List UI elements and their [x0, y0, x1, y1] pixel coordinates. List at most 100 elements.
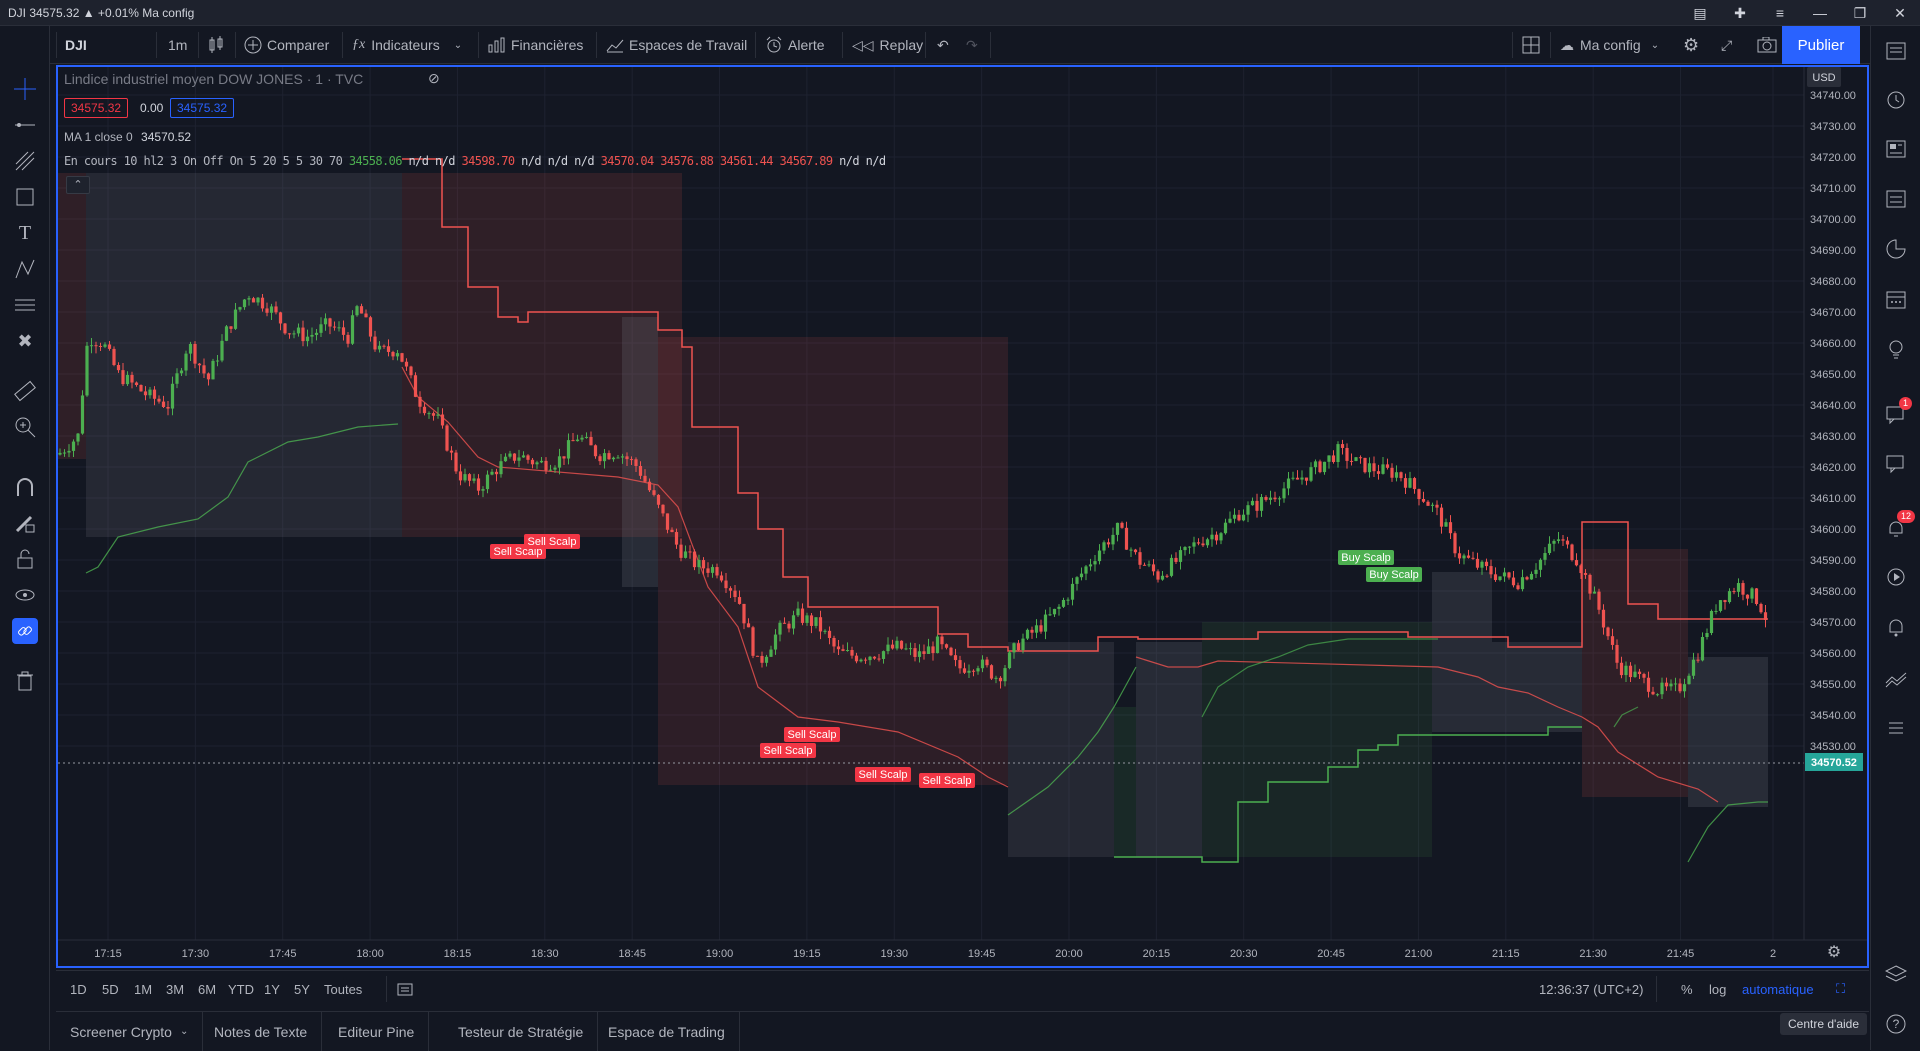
close-icon[interactable]: ✕: [1894, 4, 1906, 21]
rewind-icon: ◁◁: [852, 36, 874, 53]
range-5d[interactable]: 5D: [102, 981, 119, 997]
menu-icon[interactable]: ≡: [1775, 5, 1785, 21]
clipboard-icon[interactable]: ▤: [1693, 4, 1707, 21]
candle-body: [1732, 591, 1736, 593]
collapse-legend-button[interactable]: ⌃: [66, 176, 90, 194]
fullscreen-icon[interactable]: ⛶: [1836, 981, 1846, 996]
trend-line-icon[interactable]: [12, 112, 38, 138]
prediction-icon[interactable]: [12, 292, 38, 318]
text-tool-icon[interactable]: T: [18, 221, 32, 244]
lock-icon[interactable]: [12, 546, 38, 572]
lock-pencil-icon[interactable]: [12, 510, 38, 536]
symbol-search[interactable]: DJI: [65, 37, 87, 53]
time-tick-label: 20:15: [1143, 948, 1171, 960]
log-toggle[interactable]: log: [1709, 981, 1727, 997]
workspaces-button[interactable]: Espaces de Travail: [606, 26, 747, 64]
candle-body: [1043, 614, 1048, 632]
ask-price[interactable]: 34575.32: [170, 98, 235, 118]
undo-button[interactable]: ↶: [937, 26, 949, 64]
range-5y[interactable]: 5Y: [294, 981, 310, 997]
panel-tab-4[interactable]: Espace de Trading: [594, 1012, 740, 1051]
watchlist-icon[interactable]: [1883, 38, 1909, 64]
layout-config-button[interactable]: ☁ Ma config ⌄: [1560, 26, 1659, 64]
dom-icon[interactable]: [1883, 716, 1909, 742]
candle-body: [1030, 629, 1034, 633]
hotlist-icon[interactable]: [1883, 236, 1909, 262]
chats-icon[interactable]: [1883, 451, 1909, 477]
remove-icon[interactable]: ✖: [17, 330, 33, 351]
indicator-legend[interactable]: En cours 10 hl2 3 On Off On 5 20 5 5 30 …: [64, 154, 886, 168]
range-ytd[interactable]: YTD: [228, 981, 254, 997]
candle-body: [1052, 608, 1057, 615]
settings-button[interactable]: ⚙: [1683, 26, 1699, 64]
candle-body: [1750, 588, 1754, 599]
candle-body: [1093, 561, 1097, 565]
pitchfork-icon[interactable]: [12, 148, 38, 174]
replay-button[interactable]: ◁◁ Replay: [852, 26, 923, 64]
notifications-icon[interactable]: 12: [1883, 510, 1916, 542]
candle-body: [1070, 583, 1075, 600]
candle-body: [395, 353, 400, 357]
candle-body: [1435, 504, 1439, 508]
layout-button[interactable]: [1522, 26, 1545, 64]
publish-button[interactable]: Publier: [1782, 26, 1860, 64]
data-window-icon[interactable]: [1883, 186, 1909, 212]
goto-date-icon[interactable]: [396, 971, 414, 1007]
auto-scale-toggle[interactable]: automatique: [1742, 981, 1814, 997]
panel-tab-2[interactable]: Editeur Pine: [324, 1012, 430, 1051]
panel-tab-3[interactable]: Testeur de Stratégie: [444, 1012, 599, 1051]
range-6m[interactable]: 6M: [198, 981, 217, 997]
range-toutes[interactable]: Toutes: [324, 981, 363, 997]
trend-icon[interactable]: [1883, 666, 1909, 692]
ideas-icon[interactable]: [1883, 336, 1909, 362]
range-3m[interactable]: 3M: [166, 981, 185, 997]
eye-off-icon[interactable]: ⊘: [428, 70, 440, 86]
alert-button[interactable]: Alerte: [765, 26, 825, 64]
financials-button[interactable]: Financières: [488, 26, 583, 64]
magnet-icon[interactable]: [12, 474, 38, 500]
calendar-icon[interactable]: [1883, 286, 1909, 312]
help-icon[interactable]: ?: [1883, 1011, 1909, 1037]
candle-body: [332, 326, 337, 328]
bid-price[interactable]: 34575.32: [64, 98, 129, 118]
candle-body: [1034, 625, 1039, 633]
chevron-down-icon[interactable]: ⌄: [453, 39, 463, 51]
sync-link-icon[interactable]: [12, 618, 38, 644]
chevron-down-icon[interactable]: ⌄: [179, 1026, 189, 1037]
chart-type-button[interactable]: [208, 26, 229, 64]
chat-icon[interactable]: 1: [1883, 397, 1913, 427]
bell-icon[interactable]: [1883, 614, 1909, 640]
range-1y[interactable]: 1Y: [264, 981, 280, 997]
layers-icon[interactable]: [1883, 961, 1909, 987]
snapshot-button[interactable]: [1757, 26, 1782, 64]
news-icon[interactable]: [1883, 136, 1909, 162]
redo-button[interactable]: ↷: [966, 26, 978, 64]
indicators-button[interactable]: ƒx Indicateurs ⌄: [352, 26, 462, 64]
price-chart[interactable]: Sell Scalp Sell Scalp Sell Scalp Sell Scalp…: [58, 67, 1867, 966]
compare-button[interactable]: Comparer: [244, 26, 329, 64]
minimize-icon[interactable]: —: [1813, 5, 1827, 21]
candle-body: [481, 489, 485, 491]
zoom-in-icon[interactable]: [12, 414, 38, 440]
ruler-icon[interactable]: [12, 378, 38, 404]
ind-value-4: n/d n/d n/d: [521, 154, 594, 168]
eye-icon[interactable]: [12, 582, 38, 608]
ma-legend[interactable]: MA 1 close 0 34570.52: [64, 130, 191, 144]
trash-icon[interactable]: [12, 668, 38, 694]
clock[interactable]: 12:36:37 (UTC+2): [1539, 981, 1644, 997]
interval-button[interactable]: 1m: [168, 37, 188, 53]
rectangle-icon[interactable]: [12, 184, 38, 210]
panel-tab-0[interactable]: Screener Crypto ⌄: [56, 1012, 204, 1051]
maximize-icon[interactable]: ❐: [1853, 4, 1867, 21]
fullscreen-button[interactable]: ⤢: [1721, 26, 1732, 64]
puzzle-icon[interactable]: ✚: [1734, 4, 1746, 21]
panel-tab-1[interactable]: Notes de Texte: [200, 1012, 323, 1051]
candle-body: [1534, 569, 1538, 574]
range-1d[interactable]: 1D: [70, 981, 87, 997]
alarm-clock-icon[interactable]: [1883, 86, 1909, 112]
range-1m[interactable]: 1M: [134, 981, 153, 997]
streams-icon[interactable]: [1883, 564, 1909, 590]
crosshair-icon[interactable]: [12, 76, 38, 102]
percent-toggle[interactable]: %: [1681, 981, 1693, 997]
pattern-icon[interactable]: [12, 256, 38, 282]
